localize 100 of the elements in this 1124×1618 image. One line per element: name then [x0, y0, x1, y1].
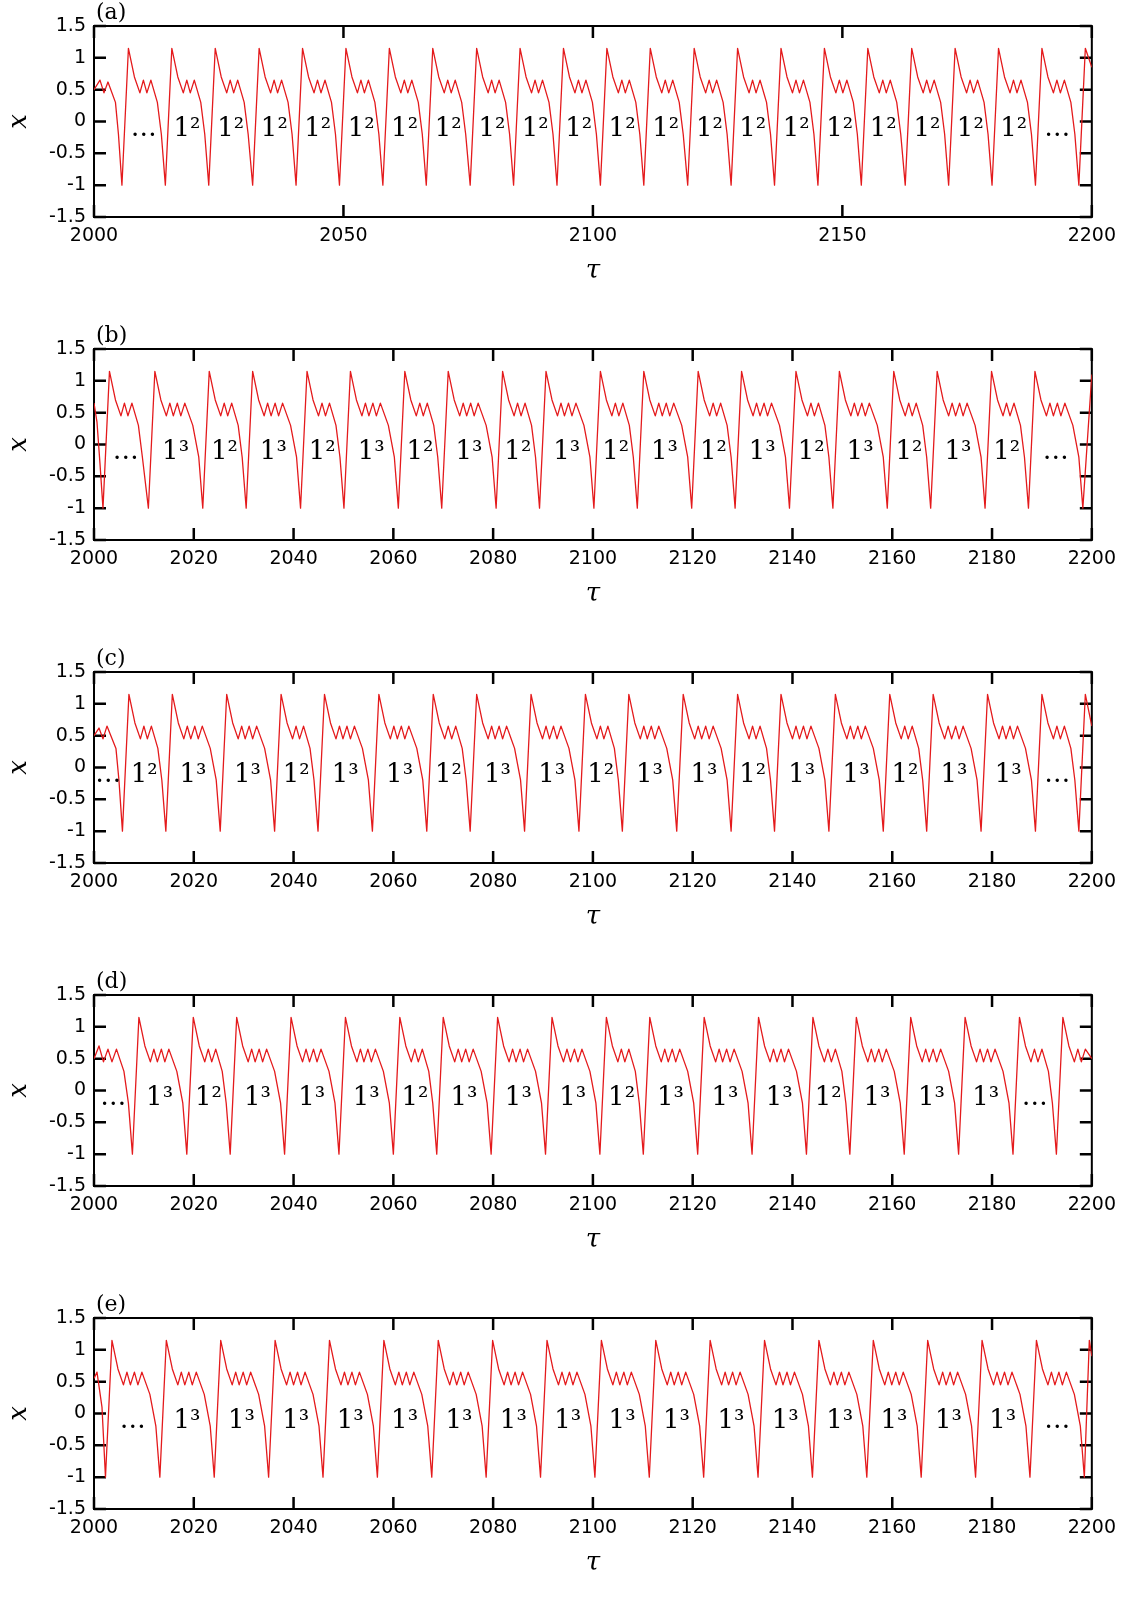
x-tick-label: 2080 [468, 546, 518, 569]
annotation: 1³ [748, 435, 776, 466]
y-tick-label: 0 [73, 1400, 86, 1423]
x-tick-label: 2080 [468, 1515, 518, 1538]
y-tick-label: 0.5 [55, 76, 86, 99]
x-tick-label: 2200 [1067, 1192, 1116, 1215]
y-tick-label: -0.5 [48, 1432, 86, 1455]
annotation: 1³ [357, 435, 385, 466]
annotation: 1³ [554, 1404, 582, 1435]
annotation: 1³ [994, 758, 1022, 789]
annotation: 1³ [499, 1404, 527, 1435]
annotation: 1³ [450, 1081, 478, 1112]
y-tick-label: 1 [73, 690, 86, 713]
x-tick-label: 2100 [568, 546, 618, 569]
x-tick-label: 2180 [967, 546, 1017, 569]
x-tick-label: 2120 [668, 869, 717, 892]
annotation: 1² [565, 112, 593, 143]
y-tick-label: 0 [73, 431, 86, 454]
annotation: … [1044, 758, 1071, 789]
x-axis-title: τ [585, 900, 601, 931]
annotation: 1² [739, 758, 767, 789]
x-tick-label: 2050 [319, 223, 368, 246]
annotation: 1³ [445, 1404, 473, 1435]
y-tick-label: 0 [73, 108, 86, 131]
annotation: 1² [1000, 112, 1028, 143]
y-tick-label: -0.5 [48, 1109, 86, 1132]
x-tick-label: 2040 [269, 546, 318, 569]
y-tick-label: 1 [73, 1013, 86, 1036]
chart-title: (a) [96, 0, 127, 24]
annotation: 1² [814, 1081, 842, 1112]
annotation: 1² [782, 112, 810, 143]
annotation: 1³ [917, 1081, 945, 1112]
y-tick-label: -0.5 [48, 786, 86, 809]
x-tick-label: 2120 [668, 1192, 717, 1215]
annotation: 1³ [298, 1081, 326, 1112]
annotation: 1² [504, 435, 532, 466]
annotation: … [119, 1404, 146, 1435]
annotation: 1³ [538, 758, 566, 789]
annotation: 1³ [386, 758, 414, 789]
x-tick-label: 2080 [468, 1192, 518, 1215]
annotation: 1³ [717, 1404, 745, 1435]
x-tick-label: 2180 [967, 869, 1017, 892]
chart-title: (c) [96, 644, 126, 670]
annotation: 1² [993, 435, 1021, 466]
y-tick-label: -0.5 [48, 463, 86, 486]
annotation: 1³ [227, 1404, 255, 1435]
chart-title: (e) [96, 1290, 127, 1316]
y-tick-label: 0 [73, 754, 86, 777]
annotation: 1³ [162, 435, 190, 466]
x-tick-label: 2020 [169, 546, 218, 569]
x-tick-label: 2160 [868, 1192, 917, 1215]
annotation: 1³ [842, 758, 870, 789]
annotation: 1³ [352, 1081, 380, 1112]
annotation: 1³ [989, 1404, 1017, 1435]
y-tick-label: 1 [73, 44, 86, 67]
x-tick-label: 2040 [269, 1515, 318, 1538]
y-tick-label: 1.5 [55, 12, 86, 35]
x-tick-label: 2040 [269, 1192, 318, 1215]
annotation: 1² [602, 435, 630, 466]
annotation: 1² [891, 758, 919, 789]
x-tick-label: 2100 [568, 1515, 618, 1538]
annotation: 1³ [880, 1404, 908, 1435]
annotation: 1³ [934, 1404, 962, 1435]
annotation: 1² [652, 112, 680, 143]
y-axis-title: x [2, 436, 33, 452]
annotation: 1³ [788, 758, 816, 789]
annotation: 1² [797, 435, 825, 466]
annotation: … [112, 435, 139, 466]
annotation: … [1044, 1404, 1071, 1435]
x-tick-label: 2000 [69, 1192, 119, 1215]
annotation: 1³ [336, 1404, 364, 1435]
annotation: 1³ [146, 1081, 174, 1112]
annotation: 1³ [765, 1081, 793, 1112]
annotation: 1³ [559, 1081, 587, 1112]
x-tick-label: 2150 [818, 223, 867, 246]
annotation: 1² [895, 435, 923, 466]
x-tick-label: 2020 [169, 869, 218, 892]
annotation: 1² [587, 758, 615, 789]
annotation: 1³ [657, 1081, 684, 1112]
x-tick-label: 2060 [369, 1192, 418, 1215]
x-tick-label: 2200 [1067, 223, 1116, 246]
annotation: 1³ [940, 758, 968, 789]
annotation: 1³ [826, 1404, 854, 1435]
annotation: 1³ [711, 1081, 739, 1112]
annotation: 1³ [944, 435, 972, 466]
y-tick-label: -1.5 [48, 1172, 86, 1195]
y-tick-label: -1.5 [48, 526, 86, 549]
annotation: 1³ [233, 758, 261, 789]
y-tick-label: -1 [67, 172, 86, 195]
annotation: … [130, 112, 157, 143]
annotation: 1² [826, 112, 854, 143]
x-tick-label: 2000 [69, 223, 119, 246]
y-axis-title: x [2, 1405, 33, 1421]
x-tick-label: 2000 [69, 546, 119, 569]
y-tick-label: -1.5 [48, 849, 86, 872]
annotation: 1² [195, 1081, 222, 1112]
annotation: … [1021, 1081, 1048, 1112]
y-tick-label: 1.5 [55, 658, 86, 681]
y-tick-label: -1 [67, 1464, 86, 1487]
chart-title: (d) [96, 967, 128, 993]
